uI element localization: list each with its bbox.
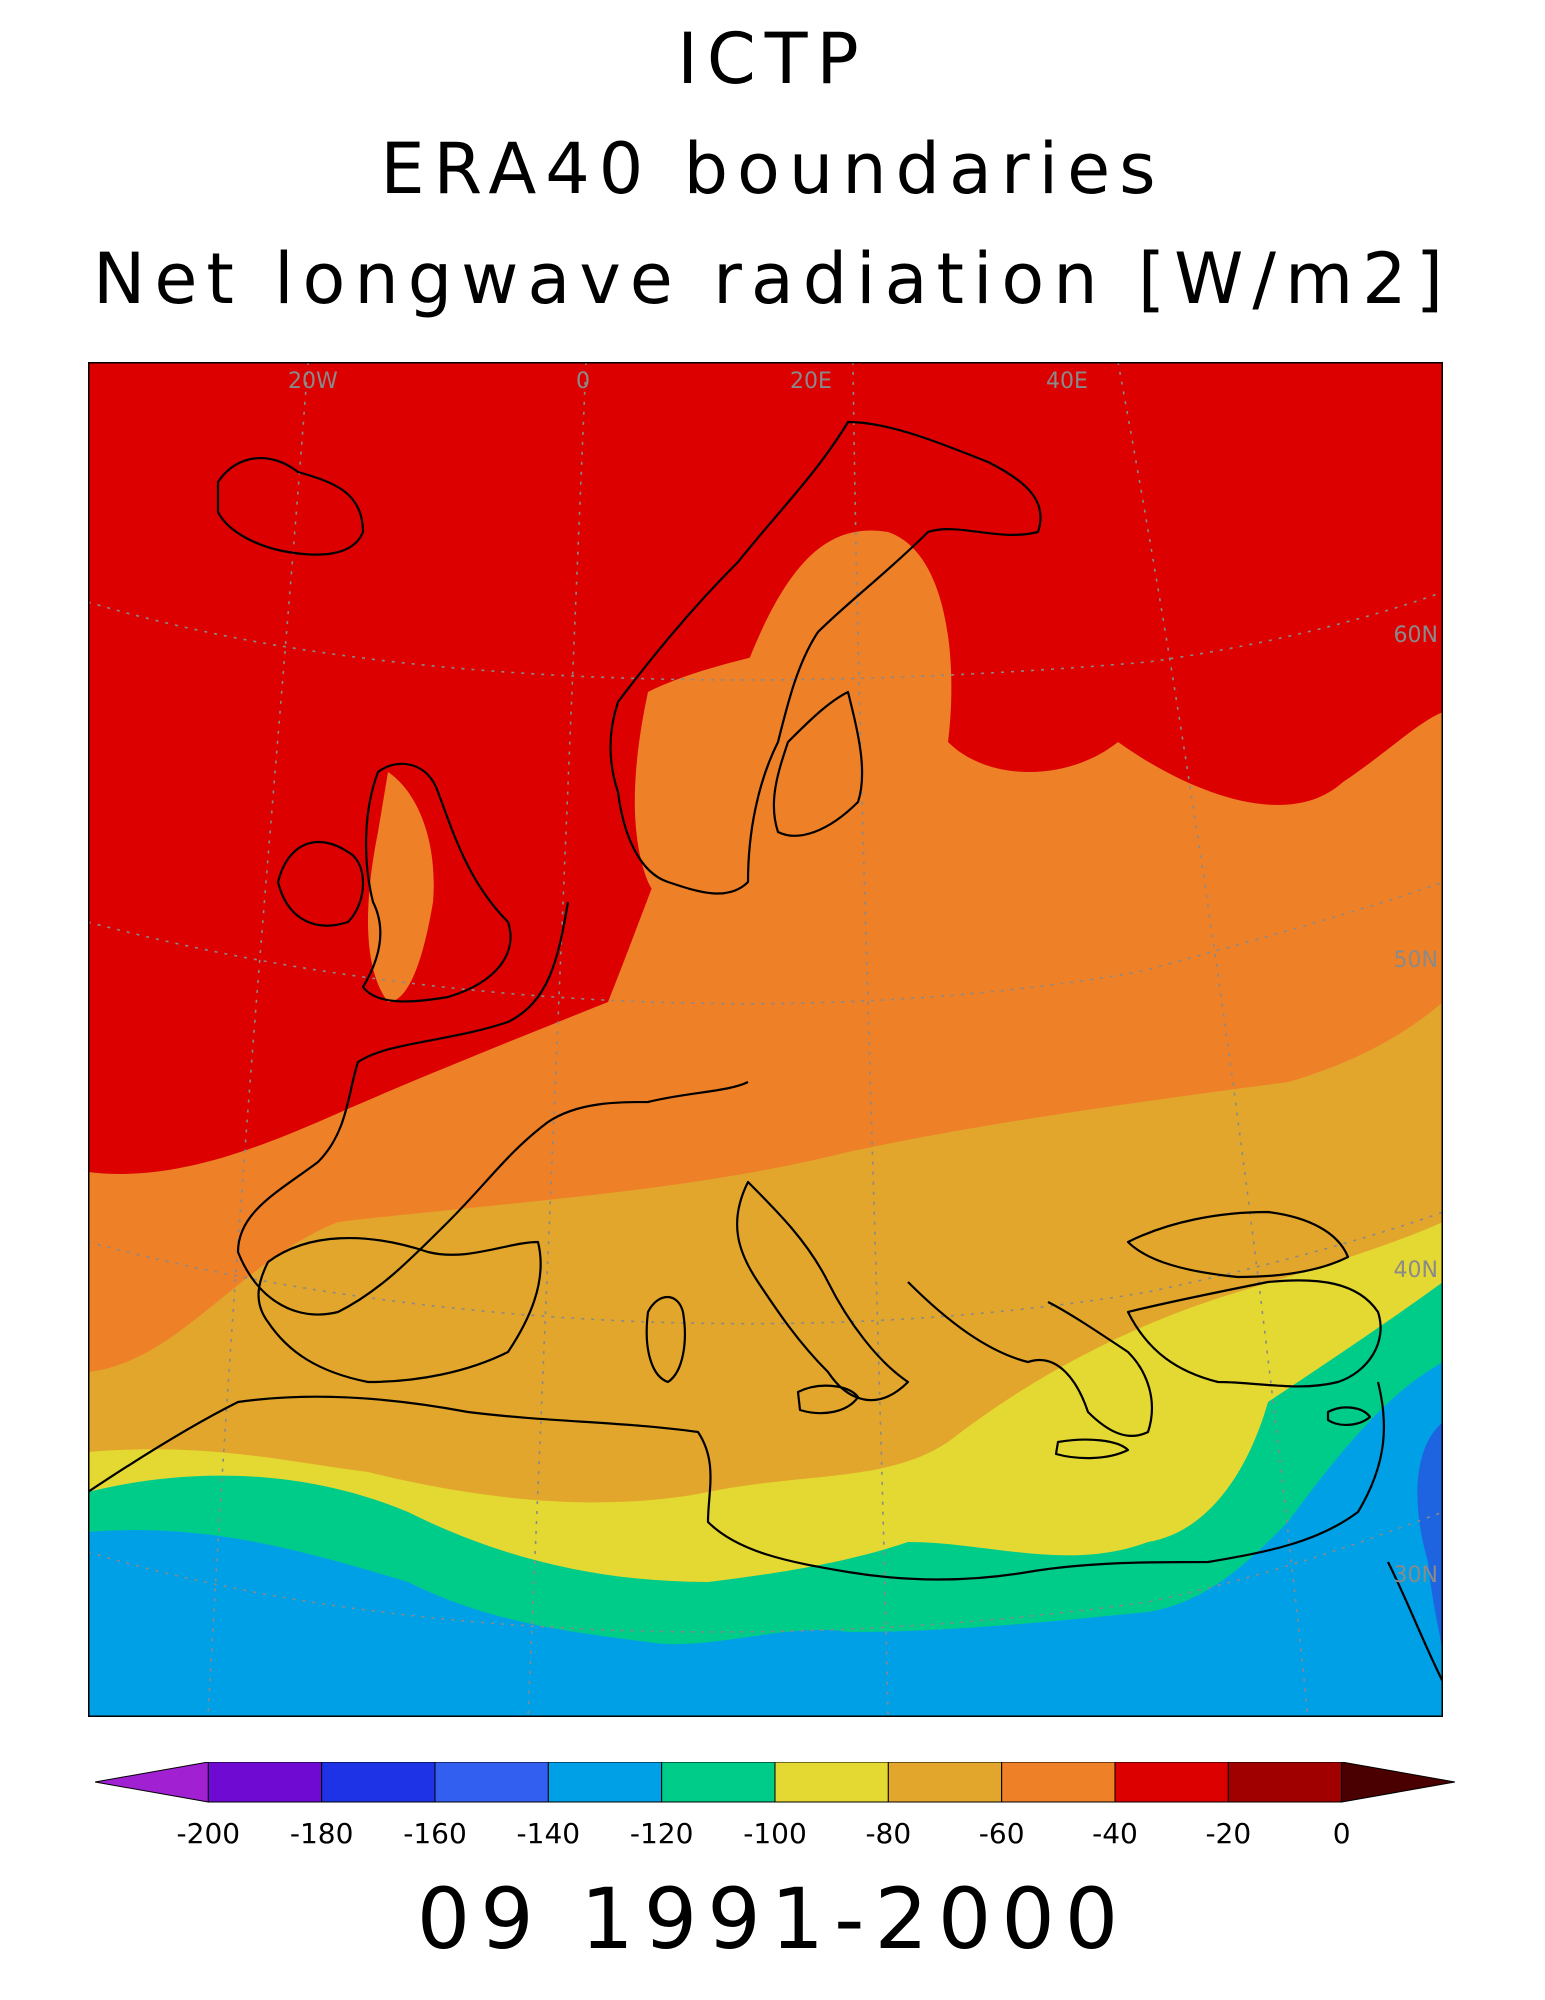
period-label: 09 1991-2000: [416, 1870, 1129, 1968]
lat-label-40n: 40N: [1394, 1258, 1438, 1283]
colorbar: -200 -180 -160 -140 -120 -100 -80 -60 -40 -20 0: [95, 1762, 1455, 1850]
lon-label-20e: 20E: [790, 369, 832, 394]
colorbar-swatch: [207, 1762, 323, 1803]
colorbar-tick-label: 0: [1333, 1817, 1351, 1850]
longitude-labels: 20W 0 20E 40E: [288, 369, 1088, 394]
colorbar-tick-label: -100: [743, 1817, 807, 1850]
coastline-black-sea: [1126, 1210, 1350, 1279]
coastline-sicily: [796, 1384, 860, 1415]
colorbar-swatch: [1341, 1762, 1455, 1803]
coastline-western-europe: [236, 901, 749, 1316]
coastline-sardinia: [645, 1295, 686, 1384]
colorbar-tick-label: -140: [517, 1817, 581, 1850]
lon-label-0: 0: [576, 369, 590, 394]
colorbar-swatch: [661, 1762, 776, 1803]
colorbar-tick-label: -160: [403, 1817, 467, 1850]
title-line-1: ICTP: [677, 18, 868, 100]
colorbar-labels: -200 -180 -160 -140 -120 -100 -80 -60 -40 -20 0: [177, 1817, 1351, 1850]
colorbar-swatch: [321, 1762, 436, 1803]
colorbar-tick-label: -120: [630, 1817, 694, 1850]
title-line-3: Net longwave radiation [W/m2]: [92, 238, 1453, 320]
coastline-balkans-greece: [907, 1281, 1153, 1437]
colorbar-swatch: [887, 1762, 1003, 1803]
coastlines: [88, 420, 1443, 1683]
colorbar-tick-label: -200: [177, 1817, 241, 1850]
colorbar-swatch: [774, 1762, 889, 1803]
coastline-iberia: [257, 1236, 542, 1384]
lat-label-50n: 50N: [1394, 948, 1438, 973]
coastline-britain: [361, 762, 512, 1003]
field-orange-scandinavia: [634, 632, 896, 930]
title-line-2: ERA40 boundaries: [380, 128, 1165, 210]
colorbar-swatch: [95, 1762, 209, 1803]
graticule: [88, 362, 1443, 1717]
colorbar-swatches: [95, 1762, 1455, 1803]
coastline-crete: [1054, 1438, 1130, 1460]
colorbar-tick-label: -80: [865, 1817, 911, 1850]
coastline-turkey: [1126, 1279, 1382, 1388]
colorbar-tick-label: -180: [290, 1817, 354, 1850]
colorbar-swatch: [1227, 1762, 1343, 1803]
colorbar-swatch: [1114, 1762, 1229, 1803]
coastline-italy: [736, 1180, 910, 1402]
coastline-iceland: [216, 456, 365, 556]
coastline-north-africa: [88, 1381, 1386, 1581]
coastline-red-sea: [1387, 1561, 1443, 1683]
lon-label-20w: 20W: [288, 369, 338, 394]
coastline-ireland: [276, 840, 365, 927]
field-blue: [1417, 1422, 1443, 1662]
coastline-baltic: [772, 690, 864, 837]
lon-label-40e: 40E: [1046, 369, 1088, 394]
field-orange-britain: [368, 772, 434, 1002]
coastline-scandinavia: [609, 420, 1042, 895]
colorbar-swatch: [1001, 1762, 1116, 1803]
lat-label-30n: 30N: [1394, 1563, 1438, 1588]
lat-label-60n: 60N: [1394, 623, 1438, 648]
map-border: [88, 362, 1443, 1717]
latitude-labels: 60N 50N 40N 30N: [1394, 623, 1438, 1588]
colorbar-swatch: [434, 1762, 549, 1803]
coastline-cyprus: [1326, 1406, 1372, 1426]
map-panel: 20W 0 20E 40E 60N 50N 40N 30N: [88, 362, 1443, 1717]
colorbar-swatch: [547, 1762, 663, 1803]
colorbar-tick-label: -40: [1092, 1817, 1138, 1850]
field-light-blue: [88, 1362, 1443, 1717]
colorbar-tick-label: -20: [1205, 1817, 1251, 1850]
colorbar-tick-label: -60: [979, 1817, 1025, 1850]
